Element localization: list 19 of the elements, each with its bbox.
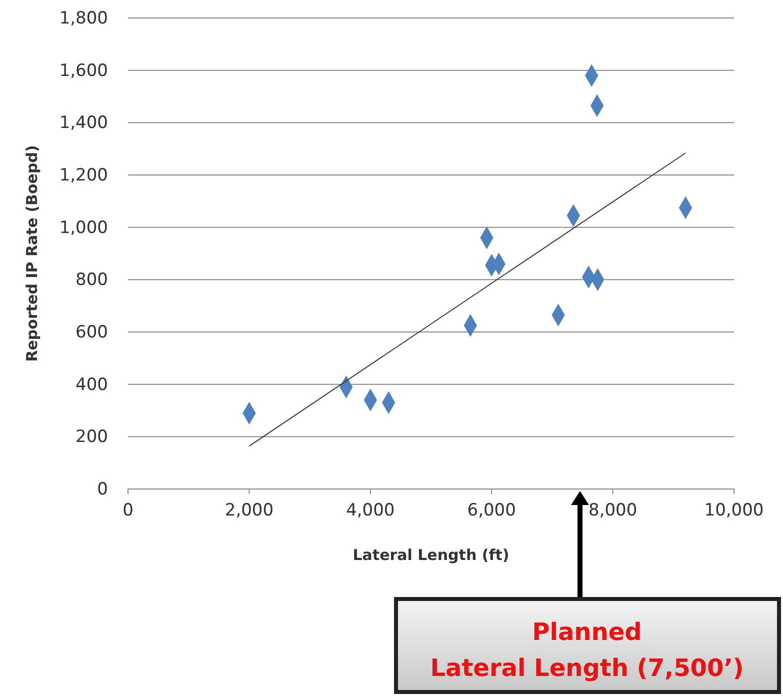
- y-tick-label: 1,800: [59, 8, 108, 28]
- y-tick-label: 0: [97, 479, 108, 500]
- x-tick-label: 2,000: [224, 500, 274, 521]
- y-tick-label: 1,200: [59, 165, 108, 186]
- y-tick-label: 1,600: [59, 60, 108, 81]
- y-tick-label: 800: [76, 270, 108, 290]
- x-tick-label: 4,000: [346, 500, 395, 521]
- x-axis-title: Lateral Length (ft): [352, 546, 510, 564]
- x-tick-label: 6,000: [467, 500, 516, 521]
- y-tick-label: 1,000: [59, 218, 108, 238]
- x-tick-label: 0: [122, 500, 134, 521]
- y-tick-label: 400: [76, 374, 108, 395]
- x-tick-label: 8,000: [588, 500, 638, 521]
- text: Planned Lateral Length (7,500’): [430, 618, 744, 682]
- y-tick-label: 1,400: [59, 113, 108, 134]
- y-axis-title: Reported IP Rate (Boepd): [23, 145, 41, 362]
- x-tick-label: 10,000: [704, 500, 764, 521]
- y-tick-label: 600: [76, 322, 108, 342]
- y-tick-label: 200: [76, 427, 108, 448]
